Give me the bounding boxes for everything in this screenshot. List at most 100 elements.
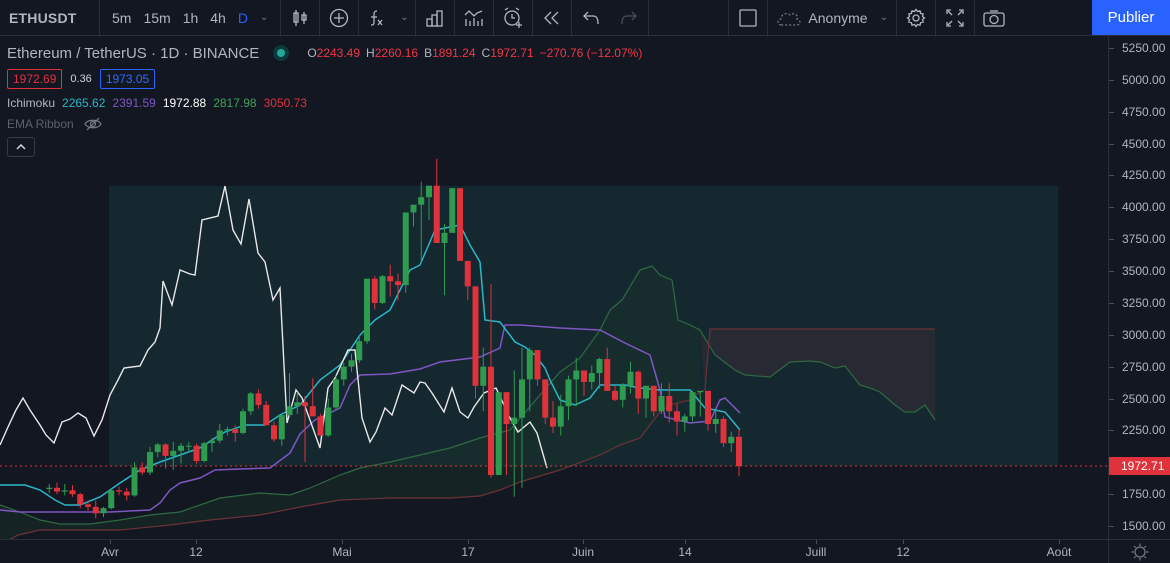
redo-icon[interactable] <box>610 0 648 35</box>
candle-body <box>154 444 161 453</box>
add-indicator-icon[interactable] <box>320 0 358 35</box>
price-tick: 2750.00 <box>1122 359 1166 374</box>
kijun-value: 2391.59 <box>112 96 156 110</box>
fx-indicators-icon[interactable] <box>359 0 393 35</box>
time-tick-mark <box>903 540 904 544</box>
candle-body <box>534 350 541 380</box>
candle-body <box>674 411 680 422</box>
layout-square-icon[interactable] <box>729 0 767 35</box>
replay-icon[interactable] <box>533 0 571 35</box>
ema-ribbon-legend[interactable]: EMA Ribbon <box>7 117 642 131</box>
price-tick: 1500.00 <box>1122 519 1166 533</box>
price-tick-mark <box>1109 48 1114 49</box>
price-tick-mark <box>1109 302 1114 304</box>
candle-body <box>557 406 564 427</box>
time-axis[interactable]: Avr 12 Mai 17 Juin 14 Juill 12 Août <box>0 539 1108 563</box>
candle-body <box>705 390 711 425</box>
candle-body <box>278 415 285 440</box>
candle-body <box>286 406 293 416</box>
price-chart[interactable] <box>0 37 1108 539</box>
price-tick: 1750.00 <box>1122 487 1166 502</box>
price-tick: 5000.00 <box>1122 72 1166 87</box>
candle-body <box>627 371 634 386</box>
collapse-legend-button[interactable] <box>7 137 35 157</box>
chart-settings-button[interactable] <box>1108 539 1170 563</box>
cloud-icon <box>777 12 801 26</box>
candle-body <box>619 385 626 400</box>
chevron-down-icon[interactable]: ⌄ <box>259 12 269 23</box>
candle-body <box>348 360 355 367</box>
alert-icon[interactable] <box>494 0 532 35</box>
price-tick-mark <box>1109 526 1114 527</box>
candle-body <box>340 366 347 380</box>
chevron-up-icon <box>16 144 26 150</box>
buy-price-button[interactable]: 1973.05 <box>99 69 156 89</box>
ichimoku-cloud-bear <box>700 329 935 420</box>
candle-body <box>588 373 595 382</box>
interval-15m[interactable]: 15m <box>143 9 171 26</box>
candle-body <box>658 395 665 412</box>
time-label: Avr <box>101 545 119 559</box>
interval-1h[interactable]: 1h <box>182 9 199 26</box>
chart-legend: Ethereum / TetherUS · 1D · BINANCE O2243… <box>7 43 642 157</box>
price-axis[interactable]: 1972.71 5250.00 5000.00 4750.00 4500.00 4250… <box>1108 37 1170 539</box>
candle-body <box>550 417 556 427</box>
candles-icon[interactable] <box>281 0 319 35</box>
candle-body <box>240 411 246 433</box>
candle-body <box>379 276 386 303</box>
time-tick-mark <box>110 540 111 544</box>
undo-icon[interactable] <box>572 0 610 35</box>
settings-sun-icon <box>1131 543 1148 560</box>
low-value: 1891.24 <box>432 46 476 60</box>
candle-body <box>178 445 184 451</box>
candle-body <box>441 232 448 244</box>
interval-d[interactable]: D <box>237 9 248 26</box>
symbol-title: Ethereum / TetherUS · 1D · BINANCE <box>7 44 260 62</box>
price-tick: 2500.00 <box>1122 391 1166 406</box>
candle-body <box>402 212 409 286</box>
account-menu[interactable]: Anonyme ⌄ <box>768 0 896 35</box>
symbol-search-button[interactable]: ETHUSDT <box>9 9 77 26</box>
time-tick-mark <box>342 540 343 544</box>
candle-body <box>170 450 177 456</box>
publish-button[interactable]: Publier <box>1092 0 1170 35</box>
candle-body <box>364 278 370 342</box>
price-tick: 4750.00 <box>1122 104 1166 119</box>
candle-body <box>294 402 301 407</box>
candle-body <box>371 278 378 303</box>
bar-chart-icon[interactable] <box>416 0 454 35</box>
ichimoku-label: Ichimoku <box>7 96 56 110</box>
span-a-line <box>0 265 936 525</box>
time-tick-mark <box>1059 540 1060 544</box>
candle-body <box>464 260 471 287</box>
candle-body <box>92 506 99 514</box>
time-tick-mark <box>685 540 686 544</box>
interval-5m[interactable]: 5m <box>112 9 132 26</box>
candle-body <box>488 366 494 476</box>
gear-icon[interactable] <box>897 0 935 35</box>
fullscreen-icon[interactable] <box>936 0 974 35</box>
time-label: Mai <box>332 545 352 559</box>
candle-body <box>596 359 603 374</box>
price-tick-mark <box>1109 271 1114 273</box>
candle-body <box>480 366 487 386</box>
candle-body <box>85 504 91 507</box>
eye-hidden-icon[interactable] <box>84 117 102 131</box>
ichimoku-legend[interactable]: Ichimoku 2265.62 2391.59 1972.88 2817.98… <box>7 96 642 110</box>
candle-body <box>526 350 533 380</box>
candle-body <box>449 188 456 233</box>
candle-body <box>356 341 363 361</box>
camera-icon[interactable] <box>975 0 1013 35</box>
market-status-icon[interactable] <box>273 45 290 61</box>
candle-body <box>162 444 169 456</box>
interval-4h[interactable]: 4h <box>210 9 226 26</box>
candle-body <box>426 185 432 198</box>
compare-icon[interactable] <box>455 0 493 35</box>
sell-price-button[interactable]: 1972.69 <box>7 69 63 89</box>
candle-body <box>147 452 153 473</box>
chevron-down-icon[interactable]: ⌄ <box>400 12 409 23</box>
close-value: 1972.71 <box>490 46 534 60</box>
chart-pane[interactable] <box>0 37 1108 539</box>
price-tick-mark <box>1109 334 1114 336</box>
candle-body <box>255 393 262 405</box>
